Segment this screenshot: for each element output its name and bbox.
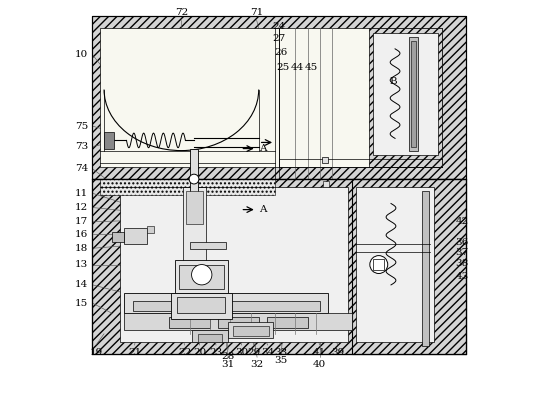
Bar	[356, 187, 434, 342]
Text: 72: 72	[175, 8, 188, 17]
Text: 71: 71	[250, 8, 263, 17]
Bar	[191, 330, 228, 342]
Text: 12: 12	[75, 203, 89, 212]
Bar	[421, 191, 429, 346]
Bar	[147, 226, 154, 233]
Text: 20: 20	[193, 348, 206, 357]
Bar	[100, 28, 279, 167]
Bar	[175, 260, 228, 293]
Text: 28: 28	[222, 352, 235, 361]
Text: 24: 24	[272, 22, 285, 31]
Text: 75: 75	[75, 122, 89, 131]
Circle shape	[189, 174, 199, 184]
Bar	[411, 41, 416, 147]
Bar	[368, 28, 442, 167]
Bar	[228, 322, 273, 338]
Bar	[169, 317, 210, 328]
Text: B: B	[389, 77, 397, 86]
Text: 45: 45	[305, 63, 318, 72]
Text: 35: 35	[274, 356, 288, 365]
Bar	[197, 334, 222, 342]
Bar	[373, 33, 438, 155]
Bar	[124, 313, 353, 330]
Bar	[171, 293, 232, 319]
Bar	[322, 157, 328, 163]
Text: 36: 36	[455, 238, 469, 247]
Bar	[279, 28, 442, 167]
Bar	[184, 187, 206, 269]
Text: 30: 30	[235, 348, 248, 357]
Text: 13: 13	[75, 260, 89, 269]
Bar	[190, 242, 226, 249]
Text: 37: 37	[455, 248, 469, 257]
Bar	[186, 191, 202, 224]
Bar	[124, 293, 328, 313]
Text: 19: 19	[89, 348, 102, 357]
Text: 31: 31	[222, 360, 235, 369]
Bar	[92, 16, 466, 179]
Text: 32: 32	[250, 360, 263, 369]
Bar	[353, 179, 466, 354]
Text: 34: 34	[261, 348, 274, 357]
Text: 73: 73	[75, 142, 89, 151]
Bar	[112, 232, 124, 242]
Text: A: A	[260, 205, 267, 214]
Text: 11: 11	[75, 189, 89, 198]
Bar	[190, 149, 199, 201]
Bar	[92, 16, 466, 179]
Text: 39: 39	[332, 348, 345, 357]
Text: 27: 27	[272, 34, 285, 43]
Text: 40: 40	[313, 360, 326, 369]
Text: 26: 26	[274, 48, 288, 57]
Circle shape	[191, 265, 212, 285]
Text: 16: 16	[75, 230, 89, 239]
Text: 14: 14	[75, 280, 89, 289]
Bar	[218, 317, 258, 328]
Text: 10: 10	[75, 50, 89, 59]
Text: 22: 22	[178, 348, 191, 357]
Text: 33: 33	[274, 348, 288, 357]
Bar	[92, 179, 466, 354]
Text: 44: 44	[291, 63, 304, 72]
Text: 21: 21	[128, 348, 141, 357]
Bar	[409, 37, 418, 151]
Bar	[133, 301, 320, 311]
Bar	[233, 326, 270, 336]
Text: 38: 38	[455, 259, 469, 268]
Bar	[104, 132, 114, 149]
Bar	[323, 181, 329, 187]
Text: 29: 29	[247, 348, 261, 357]
Bar	[179, 265, 224, 289]
Bar	[124, 228, 147, 244]
Bar	[373, 259, 384, 270]
Text: A: A	[260, 144, 267, 153]
Circle shape	[370, 256, 388, 274]
Text: 23: 23	[210, 348, 223, 357]
Text: 74: 74	[75, 164, 89, 173]
Text: 41: 41	[313, 348, 326, 357]
Bar	[100, 179, 275, 195]
Bar	[184, 187, 206, 269]
Bar	[92, 179, 466, 354]
Text: 42: 42	[455, 217, 469, 226]
Text: 25: 25	[277, 63, 290, 72]
Bar	[267, 317, 307, 328]
Text: 18: 18	[75, 244, 89, 253]
Text: 17: 17	[75, 217, 89, 226]
Text: 43: 43	[455, 272, 469, 281]
Bar	[177, 297, 226, 313]
Bar	[120, 187, 348, 342]
Text: 15: 15	[75, 299, 89, 308]
